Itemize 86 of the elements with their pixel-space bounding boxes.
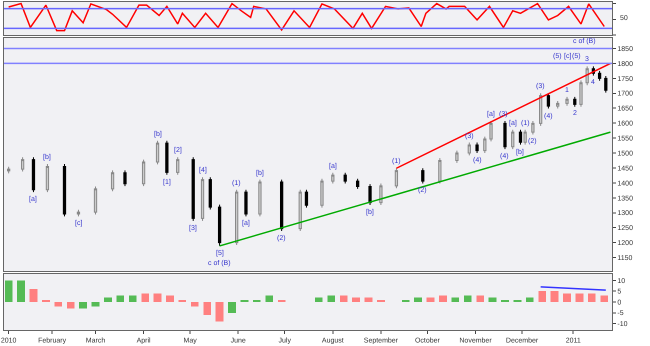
candlestick <box>76 209 80 217</box>
bar <box>414 298 422 302</box>
bar <box>550 291 558 302</box>
candlestick <box>192 156 195 222</box>
candlestick <box>604 75 608 94</box>
bar <box>128 296 137 302</box>
bar <box>352 298 360 302</box>
candlestick <box>556 100 560 109</box>
bar <box>588 293 596 302</box>
candlestick <box>110 170 114 192</box>
candlestick <box>565 96 569 106</box>
candlestick <box>475 142 479 154</box>
bar <box>4 280 13 302</box>
candlestick <box>62 164 66 217</box>
candlestick <box>200 176 204 222</box>
bar <box>563 293 571 302</box>
candlestick <box>258 179 262 217</box>
bar <box>116 296 124 302</box>
candlestick <box>546 92 550 109</box>
bar <box>190 302 199 306</box>
candlestick <box>483 136 486 154</box>
bar <box>17 280 25 302</box>
bar <box>488 298 496 302</box>
candlestick <box>156 140 160 165</box>
candlestick <box>511 129 514 150</box>
candlestick <box>518 129 522 146</box>
candlestick <box>468 142 471 156</box>
candlestick <box>165 140 168 176</box>
bar <box>314 298 323 302</box>
bar <box>451 298 460 302</box>
candlestick <box>503 120 507 150</box>
candlestick <box>280 179 284 232</box>
bar <box>364 298 372 302</box>
candlestick <box>208 176 212 210</box>
candlestick <box>20 156 24 172</box>
candlestick <box>579 80 583 108</box>
bar <box>92 302 100 306</box>
candlestick <box>394 168 398 189</box>
candlestick <box>539 92 542 126</box>
bar <box>439 296 447 302</box>
bar <box>203 302 212 315</box>
bar <box>526 298 534 302</box>
bar <box>104 298 112 302</box>
bar <box>216 302 224 322</box>
bar <box>228 302 236 313</box>
candlestick <box>32 156 36 193</box>
bar <box>426 298 434 302</box>
candlestick <box>421 168 424 184</box>
bar <box>141 293 150 302</box>
candlestick <box>94 186 98 216</box>
bar <box>476 296 484 302</box>
candlestick <box>298 189 302 232</box>
candlestick <box>123 170 127 187</box>
bar <box>166 296 174 302</box>
candlestick <box>356 178 360 190</box>
candlestick <box>586 66 589 86</box>
candlestick <box>438 158 442 184</box>
bar <box>30 289 38 302</box>
candlestick <box>489 120 493 142</box>
bar <box>538 291 546 302</box>
bar <box>340 296 348 302</box>
bar <box>600 296 608 302</box>
candlestick <box>524 129 527 146</box>
candlestick <box>344 172 347 184</box>
candlestick <box>176 156 180 176</box>
candlestick <box>531 120 535 135</box>
candlestick <box>331 172 334 184</box>
bar <box>154 293 162 302</box>
candlestick <box>455 150 459 164</box>
candlestick <box>244 189 248 217</box>
candlestick <box>320 178 324 208</box>
bar <box>66 302 75 308</box>
bar <box>265 296 274 302</box>
candlestick <box>46 164 50 193</box>
candlestick <box>598 70 602 82</box>
bar <box>79 302 87 308</box>
bar <box>327 296 336 302</box>
bar <box>464 296 472 302</box>
candlestick <box>7 166 10 174</box>
candlestick <box>304 189 308 208</box>
candlestick <box>218 204 222 246</box>
candlestick <box>142 159 146 187</box>
bar <box>54 302 62 306</box>
bar <box>576 293 584 302</box>
candlestick <box>235 189 238 246</box>
candlestick <box>573 96 576 108</box>
